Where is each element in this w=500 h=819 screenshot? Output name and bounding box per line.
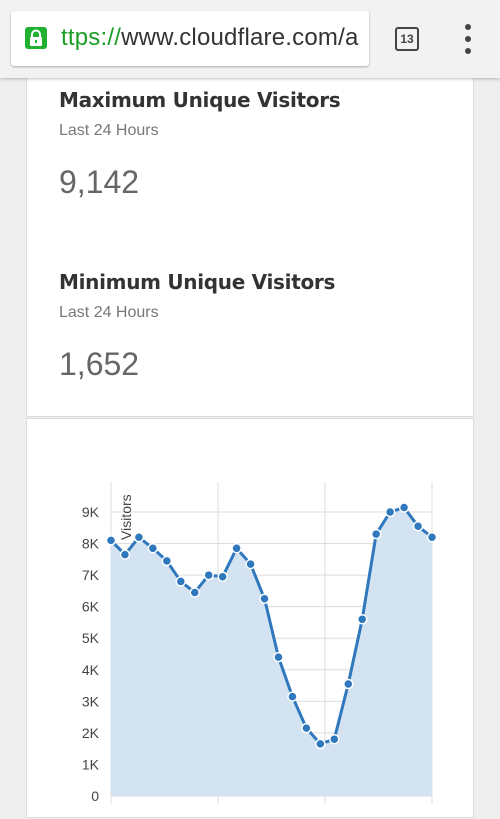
- tab-switcher-button[interactable]: 13: [395, 27, 419, 51]
- data-point: [370, 528, 382, 540]
- visitors-chart-card: 0 1K 2K 3K 4K 5K 6K 7K 8K 9K Visitors: [26, 418, 474, 818]
- min-visitors-value: 1,652: [59, 346, 140, 382]
- data-point: [356, 614, 368, 625]
- data-point: [147, 543, 159, 554]
- data-point: [287, 691, 298, 702]
- max-visitors-title: Maximum Unique Visitors: [59, 88, 341, 112]
- min-visitors-title: Minimum Unique Visitors: [59, 270, 336, 294]
- overflow-menu-icon[interactable]: [458, 24, 478, 54]
- data-point: [119, 549, 131, 560]
- y-tick-label: 5K: [82, 630, 100, 646]
- data-point: [133, 531, 145, 543]
- browser-toolbar: ttps://www.cloudflare.com/a 13: [0, 0, 500, 78]
- stats-card: Maximum Unique Visitors Last 24 Hours 9,…: [26, 78, 474, 417]
- data-point: [412, 520, 424, 532]
- data-point: [384, 506, 396, 518]
- data-point: [315, 738, 326, 750]
- min-visitors-subtitle: Last 24 Hours: [59, 304, 159, 321]
- y-tick-label: 6K: [82, 599, 100, 615]
- y-tick-label: 3K: [82, 693, 100, 709]
- series-area: [111, 507, 432, 796]
- y-tick-label: 2K: [82, 725, 100, 741]
- y-tick-label: 0: [91, 788, 99, 804]
- data-point: [343, 678, 354, 690]
- y-axis-label: Visitors: [118, 494, 134, 540]
- address-bar[interactable]: ttps://www.cloudflare.com/a: [11, 11, 369, 66]
- visitors-chart: 0 1K 2K 3K 4K 5K 6K 7K 8K 9K Visitors: [82, 482, 438, 804]
- data-point: [231, 543, 242, 554]
- y-tick-label: 8K: [82, 536, 100, 552]
- max-visitors-subtitle: Last 24 Hours: [59, 122, 159, 139]
- data-point: [301, 722, 312, 734]
- data-point: [161, 555, 173, 567]
- url-host: www.cloudflare.com/a: [121, 24, 359, 51]
- data-point: [273, 651, 284, 663]
- url-scheme: ttps://: [61, 24, 122, 51]
- data-point: [259, 593, 270, 605]
- y-tick-label: 9K: [82, 504, 100, 520]
- y-tick-label: 1K: [82, 756, 100, 772]
- data-point: [189, 587, 200, 598]
- max-visitors-value: 9,142: [59, 164, 140, 200]
- data-point: [398, 502, 410, 513]
- data-point: [329, 733, 340, 745]
- y-tick-label: 4K: [82, 662, 100, 678]
- data-point: [175, 576, 187, 587]
- data-point: [203, 569, 214, 581]
- data-point: [245, 558, 256, 570]
- data-point: [426, 531, 438, 543]
- url-text[interactable]: ttps://www.cloudflare.com/a: [61, 24, 359, 52]
- y-tick-label: 7K: [82, 567, 100, 583]
- data-point: [105, 535, 117, 546]
- data-point: [217, 571, 228, 582]
- lock-icon: [25, 27, 47, 49]
